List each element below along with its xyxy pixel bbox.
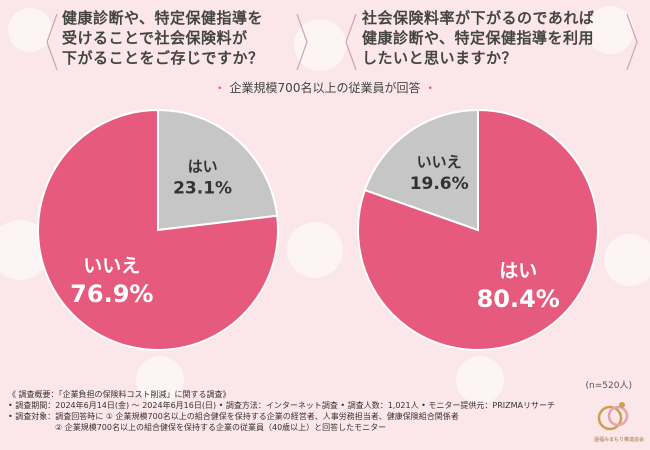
logo-text: 還福みまもり推進協会 [594, 437, 645, 443]
pie-value-no-right: 19.6% [410, 174, 469, 194]
pie-chart-left: はい 23.1% いいえ 76.9% [37, 108, 279, 351]
survey-notes: 《 調査概要：「企業負担の保険料コスト削減」に関する調査》 • 調査期間：202… [8, 389, 568, 433]
question-left-line-3: 下がることをご存じですか？ [62, 49, 264, 67]
question-right-line-2: 健康診断や、特定保健指導を利用 [362, 29, 595, 47]
pie-value-yes-right: 80.4% [477, 285, 560, 313]
pie-slice-yes-left [157, 108, 279, 232]
survey-notes-period: • 調査期間：2024年6月14日(金) ～ 2024年6月16日(日) • 調… [8, 401, 555, 410]
question-right-line-1: 社会保険料率が下がるのであれば [362, 9, 595, 27]
pie-value-no-left: 76.9% [70, 280, 153, 308]
survey-notes-target: • 調査対象：調査回答時に ① 企業規模700名以上の組合健保を保持する企業の経… [8, 412, 459, 421]
question-bracket-right-close [626, 14, 638, 70]
pie-label-yes-left: はい [188, 158, 218, 176]
question-right-line-3: したいと思いますか？ [362, 49, 518, 67]
pie-label-yes-right: はい [499, 260, 537, 282]
pie-label-no-left: いいえ [83, 255, 140, 277]
pie-label-no-right: いいえ [417, 153, 462, 171]
pie-chart-right: はい 80.4% いいえ 19.6% [357, 108, 599, 351]
question-left-line-1: 健康診断や、特定保健指導を [62, 9, 264, 27]
logo-mark-icon [597, 402, 629, 431]
pie-value-yes-left: 23.1% [173, 179, 232, 199]
respondent-subtitle: ・ 企業規模700名以上の従業員が回答 ・ [0, 79, 650, 96]
pie-slice-no-right [363, 108, 479, 232]
survey-notes-title: 《 調査概要：「企業負担の保険料コスト削減」に関する調査》 [8, 390, 231, 399]
sample-size-label: (n=520人) [585, 381, 632, 391]
question-left: 健康診断や、特定保健指導を 受けることで社会保険料が 下がることをご存じですか？ [62, 8, 308, 68]
subtitle-dot-right: ・ [424, 81, 437, 95]
organization-logo: 還福みまもり推進協会 [594, 398, 645, 446]
subtitle-dot-left: ・ [213, 81, 226, 95]
survey-notes-target-2: ② 企業規模700名以上の組合健保を保持する企業の従業員（40歳以上）と回答した… [55, 423, 387, 432]
question-bracket-right-open [345, 14, 357, 70]
question-right: 社会保険料率が下がるのであれば 健康診断や、特定保健指導を利用 したいと思います… [362, 8, 608, 68]
subtitle-text: 企業規模700名以上の従業員が回答 [229, 81, 421, 95]
question-bracket-left-open [46, 14, 58, 70]
question-left-line-2: 受けることで社会保険料が [62, 29, 248, 47]
pie-slice-no-left [37, 108, 279, 351]
question-bracket-left-close [296, 14, 308, 70]
